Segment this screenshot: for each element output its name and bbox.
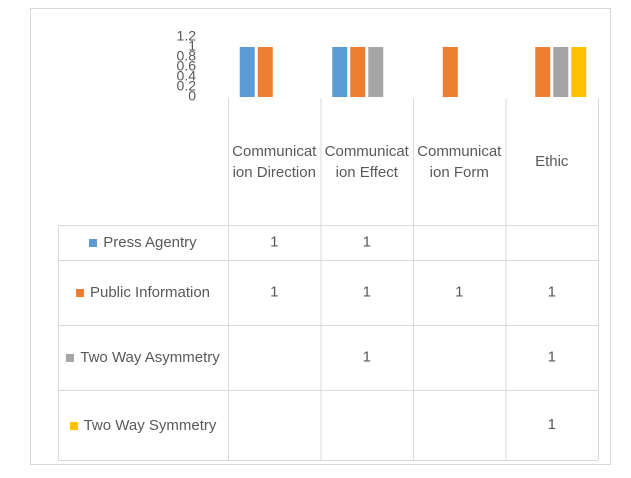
- category-label-box: Ethic: [535, 153, 569, 170]
- table-value: 1: [363, 233, 371, 250]
- table-value: 1: [270, 283, 278, 300]
- table-value: 1: [363, 283, 371, 300]
- bar: [553, 47, 569, 97]
- legend-label: Two Way Asymmetry: [80, 349, 220, 366]
- legend-swatch: [89, 239, 98, 248]
- table-value: 1: [455, 283, 463, 300]
- legend-label: Public Information: [89, 284, 211, 301]
- bar: [239, 47, 255, 97]
- table-value: 1: [548, 348, 556, 365]
- legend-entry: Public Information: [58, 260, 228, 325]
- table-value: 1: [363, 348, 371, 365]
- legend-entry: Two Way Symmetry: [58, 390, 228, 460]
- category-label-box: Communication Effect: [324, 142, 409, 181]
- bar: [350, 47, 366, 97]
- y-tick-label: 1.2: [177, 28, 197, 44]
- legend-swatch: [69, 421, 78, 430]
- bar: [368, 47, 384, 97]
- bar: [571, 47, 587, 97]
- category-label: Communication Direction: [232, 142, 317, 181]
- category-label: Communication Form: [417, 142, 502, 181]
- table-value: 1: [548, 283, 556, 300]
- y-tick-label: 0: [188, 88, 196, 104]
- legend-entry: Two Way Asymmetry: [58, 325, 228, 390]
- category-label-box: Communication Direction: [232, 142, 317, 181]
- y-tick-label: 0.4: [177, 68, 197, 84]
- bar: [257, 47, 273, 97]
- bar: [535, 47, 551, 97]
- table-value: 1: [270, 233, 278, 250]
- y-tick-label: 0.8: [177, 48, 197, 64]
- bar: [442, 47, 458, 97]
- y-tick-label: 1: [188, 38, 196, 54]
- legend-label: Two Way Symmetry: [83, 416, 217, 434]
- legend-swatch: [75, 289, 84, 298]
- y-tick-label: 0.2: [177, 78, 197, 94]
- category-label-box: Communication Form: [417, 142, 502, 181]
- legend-entry: Press Agentry: [58, 225, 228, 260]
- bar: [332, 47, 348, 97]
- legend-entry-box: Two Way Symmetry: [58, 390, 228, 460]
- legend-label: Press Agentry: [103, 234, 197, 251]
- legend-entry-box: Press Agentry: [58, 225, 228, 260]
- legend-swatch: [66, 354, 75, 363]
- y-tick-label: 0.6: [177, 58, 197, 74]
- category-label: Communication Effect: [324, 142, 409, 181]
- legend-entry-box: Two Way Asymmetry: [58, 325, 228, 390]
- category-label: Ethic: [535, 153, 569, 170]
- table-value: 1: [548, 416, 556, 433]
- legend-entry-box: Public Information: [58, 260, 228, 325]
